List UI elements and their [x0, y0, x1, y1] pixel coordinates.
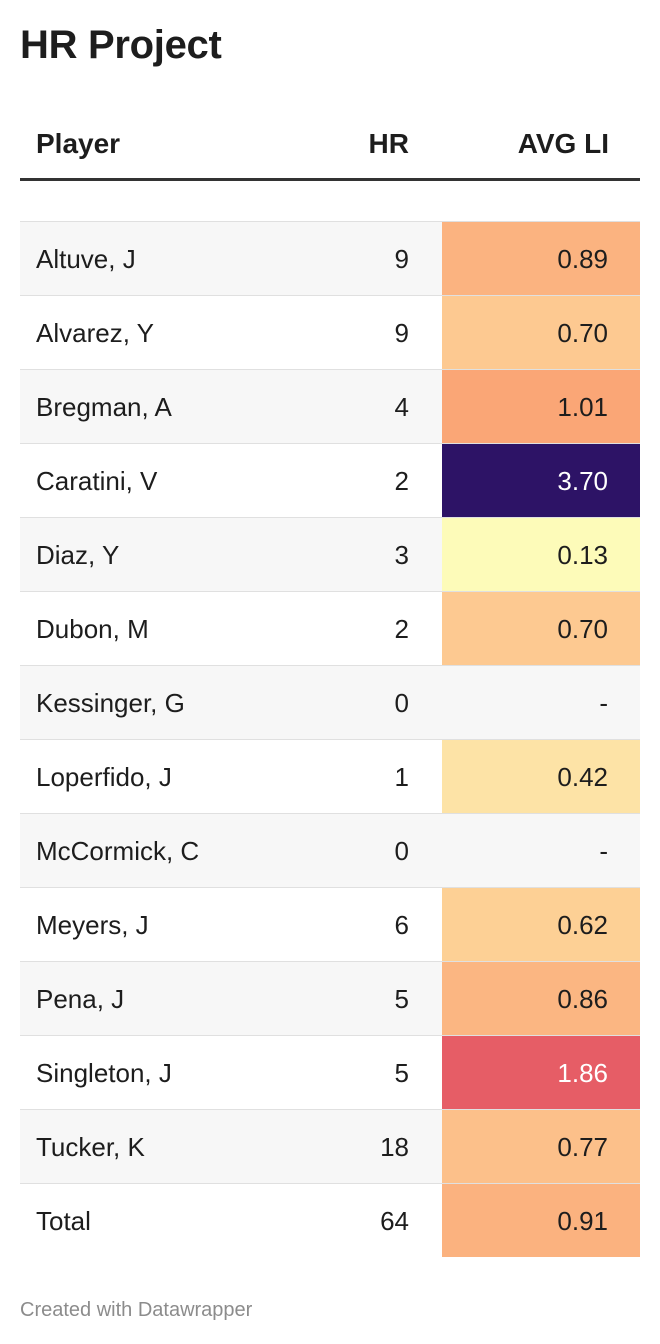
column-header-hr[interactable]: HR	[368, 128, 409, 159]
avg-li-cell: 1.86	[442, 1036, 640, 1109]
data-table: Player HR AVG LI Altuve, J 9 0.89 Alvarez, …	[20, 112, 640, 1257]
player-cell: Tucker, K	[36, 1132, 145, 1162]
table-row: Diaz, Y 3 0.13	[20, 517, 640, 591]
hr-cell: 1	[394, 762, 409, 792]
player-cell: Altuve, J	[36, 244, 136, 274]
avg-li-cell: 0.77	[442, 1110, 640, 1183]
avg-li-cell: 0.89	[442, 222, 640, 295]
avg-li-cell: 0.86	[442, 962, 640, 1035]
player-cell: Pena, J	[36, 984, 125, 1014]
player-cell: Diaz, Y	[36, 540, 120, 570]
avg-li-cell: 1.01	[442, 370, 640, 443]
player-cell: Loperfido, J	[36, 762, 172, 792]
hr-cell: 0	[394, 836, 409, 866]
hr-cell: 9	[394, 244, 409, 274]
hr-cell: 6	[394, 910, 409, 940]
table-row: Total 64 0.91	[20, 1183, 640, 1257]
header-spacer	[20, 181, 640, 221]
hr-cell: 4	[394, 392, 409, 422]
avg-li-cell: 0.13	[442, 518, 640, 591]
avg-li-cell: 3.70	[442, 444, 640, 517]
hr-cell: 2	[394, 466, 409, 496]
avg-li-cell: 0.70	[442, 592, 640, 665]
table-row: Kessinger, G 0 -	[20, 665, 640, 739]
hr-cell: 0	[394, 688, 409, 718]
avg-li-cell: -	[599, 836, 608, 866]
table-header: Player HR AVG LI	[20, 112, 640, 181]
hr-cell: 5	[394, 984, 409, 1014]
column-header-player[interactable]: Player	[36, 128, 121, 159]
chart-title: HR Project	[20, 23, 222, 67]
player-cell: Meyers, J	[36, 910, 149, 940]
player-cell: Dubon, M	[36, 614, 149, 644]
table-row: Caratini, V 2 3.70	[20, 443, 640, 517]
player-cell: Caratini, V	[36, 466, 158, 496]
table-row: Loperfido, J 1 0.42	[20, 739, 640, 813]
footer-credit: Created with Datawrapper	[20, 1299, 253, 1321]
table-row: Tucker, K 18 0.77	[20, 1109, 640, 1183]
hr-cell: 5	[394, 1058, 409, 1088]
table-row: Bregman, A 4 1.01	[20, 369, 640, 443]
player-cell: Kessinger, G	[36, 688, 185, 718]
avg-li-cell: 0.42	[442, 740, 640, 813]
hr-cell: 2	[394, 614, 409, 644]
avg-li-cell: 0.70	[442, 296, 640, 369]
avg-li-cell: -	[599, 688, 608, 718]
hr-cell: 64	[380, 1206, 409, 1236]
table-row: Altuve, J 9 0.89	[20, 221, 640, 295]
avg-li-cell: 0.62	[442, 888, 640, 961]
avg-li-cell: 0.91	[442, 1184, 640, 1257]
player-cell: Alvarez, Y	[36, 318, 155, 348]
player-cell: Singleton, J	[36, 1058, 172, 1088]
player-cell: Bregman, A	[36, 392, 172, 422]
table-row: McCormick, C 0 -	[20, 813, 640, 887]
table-row: Meyers, J 6 0.62	[20, 887, 640, 961]
player-cell: Total	[36, 1206, 91, 1236]
table-row: Dubon, M 2 0.70	[20, 591, 640, 665]
table-row: Pena, J 5 0.86	[20, 961, 640, 1035]
table-row: Singleton, J 5 1.86	[20, 1035, 640, 1109]
table-row: Alvarez, Y 9 0.70	[20, 295, 640, 369]
hr-cell: 9	[394, 318, 409, 348]
player-cell: McCormick, C	[36, 836, 200, 866]
hr-cell: 3	[394, 540, 409, 570]
hr-cell: 18	[380, 1132, 409, 1162]
column-header-avg-li[interactable]: AVG LI	[517, 128, 609, 159]
table-body: Altuve, J 9 0.89 Alvarez, Y 9 0.70 Bregman, A 4…	[20, 221, 640, 1257]
